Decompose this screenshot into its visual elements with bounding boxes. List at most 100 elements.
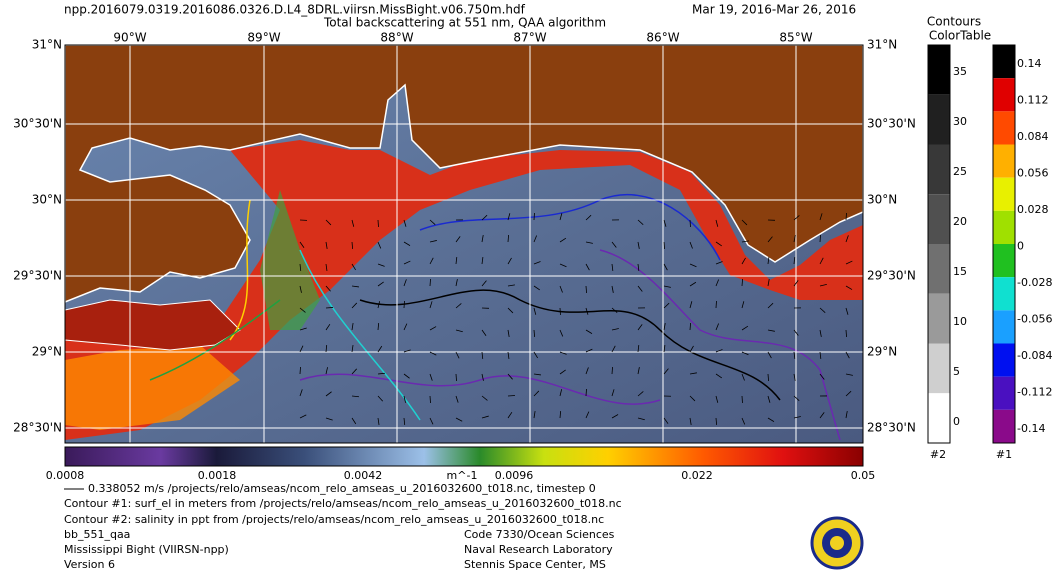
contour-label: 20 [953, 215, 967, 228]
vector-arrow [663, 302, 670, 309]
vector-arrow [793, 416, 801, 419]
vector-arrow [767, 417, 775, 422]
contour-swatch [928, 45, 950, 95]
vector-arrow [403, 260, 411, 265]
contour-label: -0.056 [1017, 313, 1052, 326]
lon-label: 85°W [779, 31, 812, 45]
colorbar-label: 0.0008 [46, 469, 85, 482]
vector-arrow [429, 395, 431, 404]
vector-arrow [429, 301, 433, 309]
vector-arrow [585, 411, 590, 419]
vector-arrow [533, 285, 541, 291]
vector-arrow [663, 368, 669, 375]
vector-arrow [507, 307, 514, 314]
contour-label: -0.084 [1017, 349, 1052, 362]
contour-label: 0.084 [1017, 130, 1049, 143]
contour-bar-1: 0.14 0.112 0.084 0.056 0.028 0 -0.028 -0.056 -0.… [992, 44, 1052, 461]
lat-label: 29°N [867, 345, 897, 359]
vector-arrow [611, 345, 616, 353]
vector-arrow [793, 351, 796, 359]
vector-arrow [637, 263, 640, 271]
footer-line: Version 6 [64, 558, 115, 571]
vector-arrow [715, 417, 718, 426]
vector-arrow [507, 411, 513, 419]
vector-arrow [455, 236, 461, 243]
vector-arrow [585, 285, 587, 294]
vector-arrow [559, 285, 563, 293]
vector-arrow [455, 303, 462, 309]
vector-arrow [559, 351, 567, 355]
vector-arrow [559, 329, 564, 337]
vector-arrow [715, 219, 719, 227]
vector-arrow [715, 261, 723, 265]
vector-arrow [481, 373, 484, 381]
lat-label: 29°N [32, 345, 62, 359]
contour-swatch [993, 210, 1015, 244]
vector-arrow [611, 241, 617, 248]
vector-arrow [715, 241, 723, 247]
lat-label: 30°N [32, 193, 62, 207]
vector-arrow [351, 323, 354, 331]
vector-arrow [299, 345, 304, 353]
vector-arrow [507, 234, 509, 243]
contour-label: 0.14 [1017, 57, 1042, 70]
vector-arrow [507, 257, 512, 265]
vector-arrow [299, 327, 307, 331]
vector-arrow [559, 263, 567, 268]
vector-arrow [481, 415, 489, 419]
contour-label: 25 [953, 165, 967, 178]
vector-arrow [325, 263, 328, 271]
contour-swatch [993, 45, 1015, 79]
vector-arrow [767, 279, 770, 287]
vector-arrow [507, 395, 516, 397]
lat-label: 30°30'N [13, 117, 62, 131]
map-frame [64, 44, 864, 444]
vector-arrow [793, 280, 799, 287]
vector-arrow [767, 329, 775, 332]
vector-arrow [533, 235, 538, 243]
vector-arrow [455, 329, 463, 333]
vector-arrow [325, 323, 331, 331]
contour-label: 0.056 [1017, 167, 1049, 180]
vector-arrow [741, 373, 745, 381]
vector-arrow [611, 389, 615, 397]
contour-label: -0.028 [1017, 276, 1052, 289]
contour-label: 35 [953, 65, 967, 78]
vector-arrow [351, 219, 355, 227]
vector-arrow [429, 240, 437, 243]
vector-arrow [533, 307, 537, 315]
current-vectors [299, 212, 853, 426]
vector-arrow [741, 240, 749, 243]
vector-arrow [767, 236, 773, 243]
filename: npp.2016079.0319.2016086.0326.D.L4_8DRL.… [64, 3, 526, 17]
vector-arrow [819, 257, 824, 265]
contour-swatch [993, 310, 1015, 344]
date-range: Mar 19, 2016-Mar 26, 2016 [692, 3, 856, 17]
contour-label: 30 [953, 115, 967, 128]
vector-arrow [637, 324, 643, 331]
vector-arrow [325, 307, 334, 309]
legend-title: ColorTable [929, 29, 991, 43]
vector-arrow [507, 284, 515, 287]
vector-arrow [715, 395, 719, 403]
vector-arrow [689, 345, 694, 353]
vector-arrow [559, 389, 563, 397]
vector-arrow [429, 278, 431, 287]
vector-arrow [793, 256, 796, 265]
vector-arrow [299, 285, 302, 293]
footer-line: Contour #2: salinity in ppt from /projec… [64, 513, 604, 526]
contour-label: 0 [953, 415, 960, 428]
vector-arrow [585, 388, 587, 397]
contour-swatch [928, 144, 950, 195]
vector-arrow [741, 257, 746, 265]
vector-arrow [741, 278, 743, 287]
vector-arrow [559, 369, 566, 375]
vector-arrow [351, 302, 358, 309]
vector-arrow [741, 351, 749, 356]
vector-arrow [611, 366, 613, 375]
vector-arrow [663, 219, 667, 227]
vector-arrow [689, 395, 696, 402]
vector-arrow [819, 329, 822, 337]
vector-arrow [455, 395, 459, 403]
vector-arrow [845, 285, 853, 290]
